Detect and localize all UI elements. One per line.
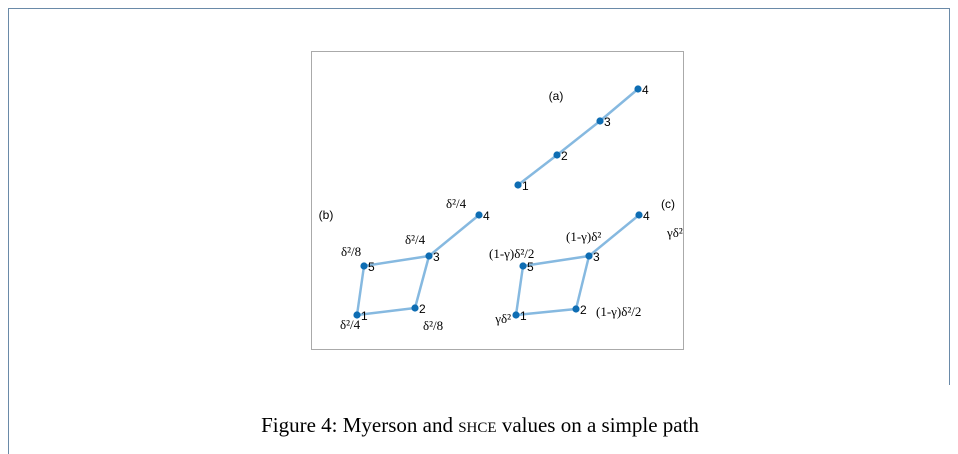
figure-box [311,51,684,350]
node [512,311,520,319]
edge [515,307,577,317]
node-label: 4 [642,83,649,97]
node-label: 3 [433,250,440,264]
node-label: 3 [604,115,611,129]
node [519,262,527,270]
node [635,211,643,219]
node-label: 1 [361,309,368,323]
node-label: 4 [483,209,490,223]
annotation: δ²/4 [340,317,361,332]
caption: Figure 4: Myerson and shce values on a s… [261,413,699,437]
node [353,311,361,319]
page-frame [8,8,950,454]
annotation: δ²/8 [423,318,443,333]
node-label: 4 [643,209,650,223]
node [360,262,368,270]
caption-prefix: Figure 4: Myerson and [261,413,458,437]
edge [514,265,525,316]
node [572,305,580,313]
annotation: (1-γ)δ²/2 [489,246,534,261]
edge [522,254,590,268]
panel-label: (b) [319,208,334,222]
panel-label: (c) [661,197,675,211]
panel-label: (a) [549,89,564,103]
edge [413,255,431,309]
annotation: δ²/8 [341,244,361,259]
caption-smallcaps: shce [458,413,496,437]
node-label: 5 [527,260,534,274]
node-label: 1 [522,179,529,193]
edge [517,154,558,186]
node [425,252,433,260]
node [634,85,642,93]
node [596,117,604,125]
node-label: 1 [520,309,527,323]
edge [574,255,591,310]
annotation: δ²/4 [446,196,467,211]
node-label: 2 [561,149,568,163]
annotation: δ²/4 [405,232,426,247]
edge [599,88,639,122]
caption-suffix: values on a simple path [497,413,700,437]
node [411,304,419,312]
node-label: 2 [419,302,426,316]
edge [588,214,640,257]
node [514,181,522,189]
node-label: 2 [580,303,587,317]
annotation: γδ² [666,225,683,240]
node-label: 5 [368,260,375,274]
node [475,211,483,219]
node [553,151,561,159]
figure: (a) 1 2 3 4 (b) 1 2 3 4 5 δ²/4 δ²/8 δ²/4 δ²/4 δ²/8 (c) 1 2… [319,83,683,333]
edge [355,265,366,316]
edge [556,120,601,156]
annotation: (1-γ)δ²/2 [596,304,641,319]
node [585,252,593,260]
edge [363,254,430,268]
annotation: γδ² [494,311,511,326]
edge [356,306,416,317]
node-label: 3 [593,250,600,264]
annotation: (1-γ)δ² [566,229,601,244]
edge [428,214,480,257]
